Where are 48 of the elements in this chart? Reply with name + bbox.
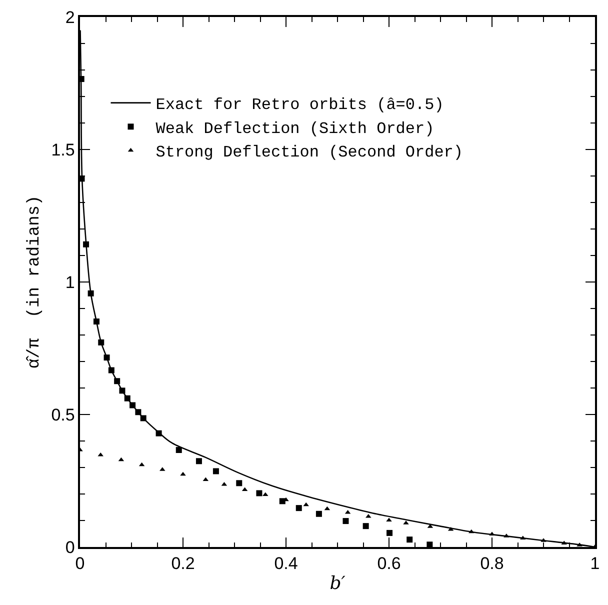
point (83, 241, 90, 248)
point (156, 430, 162, 436)
point (98, 339, 104, 346)
x-tick-label: 1 (590, 554, 600, 574)
point (108, 367, 114, 374)
x-tick-label: 0.2 (171, 554, 195, 574)
point (316, 510, 322, 517)
point (406, 536, 413, 543)
x-tick-label: 0.8 (480, 554, 504, 574)
point (119, 388, 126, 394)
point (296, 505, 302, 512)
point (386, 530, 393, 536)
point (130, 402, 136, 408)
legend-label: Exact for Retro orbits (â=0.5) (156, 96, 444, 114)
point (124, 395, 130, 402)
point (256, 490, 262, 496)
point (176, 447, 182, 454)
point (236, 480, 242, 486)
point (362, 523, 369, 530)
point (262, 492, 268, 496)
point (279, 498, 286, 504)
y-axis-title: α̂/π (in radians) (25, 195, 44, 369)
legend-label: Weak Deflection (Sixth Order) (156, 120, 434, 138)
y-tick-label: 2 (65, 8, 75, 27)
y-tick-label: 1 (65, 272, 75, 292)
point (88, 290, 94, 296)
y-tick-label: 1.5 (51, 140, 75, 160)
point (489, 532, 495, 536)
point (135, 409, 142, 416)
point (104, 354, 110, 361)
point (520, 536, 526, 540)
y-tick-label: 0.5 (51, 405, 75, 424)
point (180, 472, 186, 476)
point (212, 468, 219, 474)
point (561, 540, 567, 545)
legend-label: Strong Deflection (Second Order) (156, 144, 463, 162)
point (426, 542, 433, 547)
point (114, 378, 120, 384)
y-tick-label: 0 (65, 538, 75, 557)
x-tick-label: 0.6 (377, 554, 401, 574)
point (342, 518, 349, 524)
point (196, 458, 202, 464)
x-axis-title: b′ (330, 572, 346, 594)
point (140, 415, 146, 422)
point (468, 529, 474, 534)
point (303, 502, 309, 506)
point (93, 318, 100, 324)
x-tick-label: 0.4 (274, 554, 298, 574)
